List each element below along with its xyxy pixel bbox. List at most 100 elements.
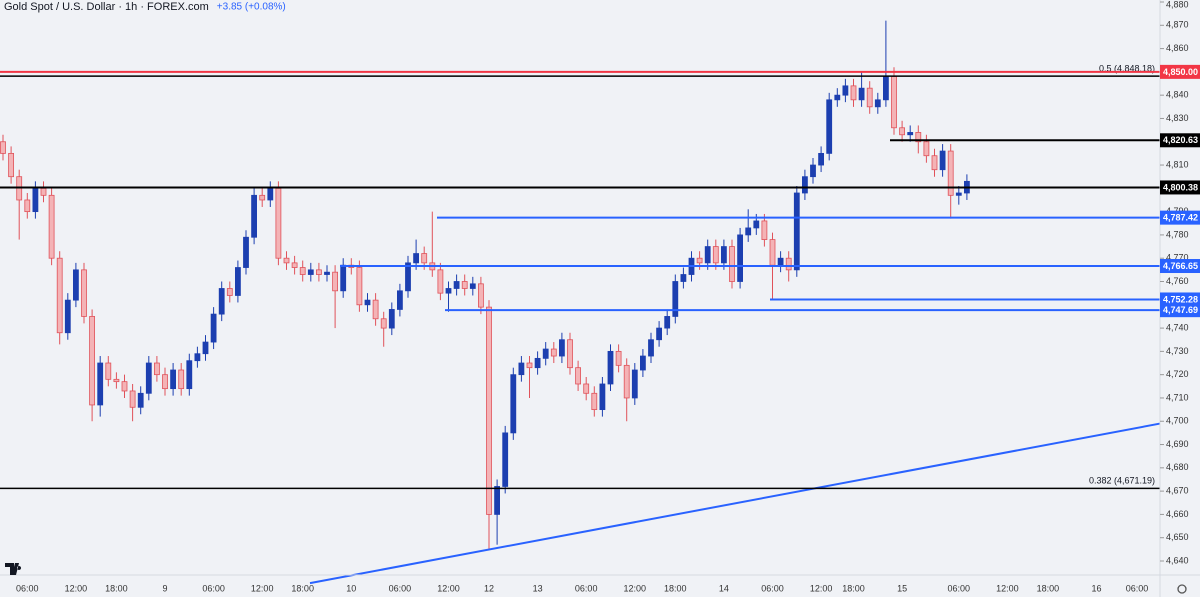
candle-body [664,316,671,329]
candle-body [226,288,233,296]
candle-body [502,432,509,487]
x-tick-label: 12:00 [624,583,647,593]
candle-body [283,257,290,264]
candle-body [202,341,209,355]
y-tick-label: 4,660 [1166,509,1189,519]
y-tick-label: 4,770 [1166,253,1189,263]
candle-body [631,369,638,399]
candle-body [73,269,79,301]
x-tick-label: 18:00 [664,583,687,593]
y-tick-label: 4,740 [1166,322,1189,332]
x-tick-label: 12:00 [810,583,833,593]
settings-icon[interactable] [1177,584,1187,594]
candle-body [939,150,946,171]
y-tick-label: 4,710 [1166,392,1189,402]
candle-body [64,299,71,334]
candle-body [874,99,881,108]
y-tick-label: 4,880 [1166,0,1189,9]
candle-body [275,187,282,259]
x-tick-label: 06:00 [1126,583,1149,593]
candle-body [510,374,517,434]
y-tick-label: 4,860 [1166,43,1189,53]
y-tick-label: 4,780 [1166,229,1189,239]
candle-body [494,486,501,515]
candle-body [413,253,420,264]
x-tick-label: 9 [162,583,167,593]
candle-body [850,85,857,101]
x-tick-label: 18:00 [105,583,128,593]
x-tick-label: 06:00 [948,583,971,593]
x-tick-label: 06:00 [575,583,598,593]
candle-body [672,281,679,317]
candle-body [640,355,646,371]
candle-body [793,192,800,271]
candle-body [299,267,306,275]
candle-body [186,360,193,390]
candle-body [251,194,258,238]
candle-body [89,316,95,406]
y-tick-label: 4,810 [1166,159,1189,169]
candle-body [437,269,444,294]
y-tick-label: 4,840 [1166,90,1189,100]
candle-body [542,348,549,359]
candle-body [307,269,314,275]
candle-body [105,362,112,380]
y-tick-label: 4,700 [1166,416,1189,426]
y-tick-label: 4,680 [1166,462,1189,472]
candle-body [243,236,249,268]
candle-body [810,164,816,178]
x-tick-label: 13 [533,583,543,593]
candle-body [518,362,525,376]
candle-body [137,392,144,408]
level-price-box [1160,180,1200,195]
level-price-label: 4,752.28 [1163,294,1198,304]
level-price-label: 4,747.69 [1163,305,1198,315]
candle-body [153,362,160,376]
candle-body [259,194,266,201]
candle-body [121,381,128,392]
candle-body [567,339,573,369]
candle-body [129,390,136,408]
candle-body [372,299,379,320]
candle-body [818,152,824,166]
candle-body [234,267,241,296]
level-price-box [1160,292,1200,307]
candle-body [947,150,954,196]
candle-body [591,392,598,411]
x-tick-label: 15 [897,583,907,593]
x-tick-label: 18:00 [842,583,865,593]
candle-body [915,132,922,143]
candle-body [24,199,31,213]
candle-body [469,283,476,289]
candle-body [729,246,735,282]
candle-body [899,127,905,136]
candle-body [445,288,452,294]
y-tick-label: 4,720 [1166,369,1189,379]
candle-body [0,141,6,154]
x-tick-label: 12:00 [437,583,460,593]
y-tick-label: 4,670 [1166,486,1189,496]
axes: 4,640 4,650 4,660 4,670 4,680 4,690 4,700 4,710… [16,0,1200,593]
x-tick-label: 10 [346,583,356,593]
candle-body [421,253,428,264]
level-price-label: 4,850.00 [1163,67,1198,77]
candle-body [599,383,606,411]
level-price-label: 4,820.63 [1163,135,1198,145]
candle-body [340,264,347,292]
candle-body [891,76,897,129]
y-tick-label: 4,760 [1166,276,1189,286]
level-price-box [1160,303,1200,318]
candle-body [364,299,371,306]
candle-body [218,288,225,315]
candle-body [32,187,39,213]
candle-body [769,239,776,266]
candle-body [194,353,201,362]
candle-body [866,87,873,108]
candle-body [656,327,662,341]
candle-body [858,87,865,101]
x-tick-label: 12 [484,583,494,593]
candle-body [842,85,849,96]
candle-body [737,234,743,282]
candle-body [97,362,104,406]
